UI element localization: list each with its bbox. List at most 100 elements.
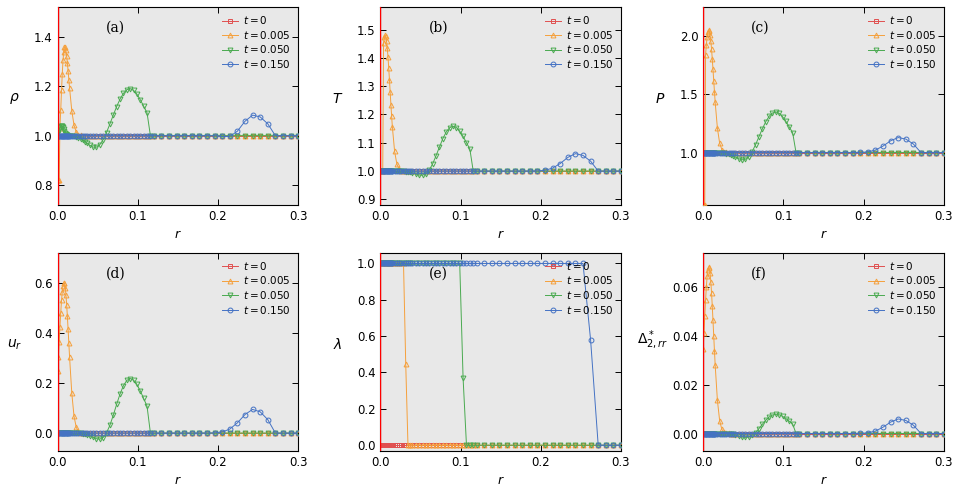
Line: $t=0$: $t=0$ — [55, 133, 300, 138]
$t=0.050$ — [447, 124, 459, 129]
$t=0.005$ — [787, 431, 799, 437]
$t=0.005$ — [753, 150, 764, 156]
$t=0.050$ — [787, 421, 799, 427]
$t=0.150$ — [780, 150, 792, 156]
$t=0.050$ — [87, 434, 99, 440]
$t=0.150$ — [763, 431, 775, 437]
$t=0.005$ — [108, 133, 119, 139]
$t=0.050$ — [938, 431, 949, 437]
$t=0.150$ — [615, 442, 627, 448]
$t=0$ — [52, 430, 63, 436]
$t=0.050$ — [790, 150, 802, 156]
$t=0.150$ — [615, 168, 627, 174]
$t=0.150$ — [780, 431, 792, 437]
$t=0.050$ — [767, 110, 779, 116]
$t=0.005$ — [736, 150, 748, 156]
$t=0$ — [441, 168, 452, 174]
Line: $t=0.050$: $t=0.050$ — [55, 86, 300, 150]
$t=0$ — [697, 150, 708, 156]
$t=0$ — [938, 150, 949, 156]
$t=0.005$ — [787, 150, 799, 156]
$t=0$ — [457, 442, 468, 448]
Line: $t=0.150$: $t=0.150$ — [378, 261, 623, 448]
$t=0.150$ — [704, 150, 715, 156]
$t=0.050$ — [444, 125, 455, 131]
$t=0$ — [783, 150, 795, 156]
Text: (e): (e) — [428, 266, 447, 281]
$t=0.050$ — [293, 430, 304, 436]
$t=0$ — [410, 168, 421, 174]
$t=0$ — [704, 431, 715, 437]
Line: $t=0.150$: $t=0.150$ — [701, 135, 947, 155]
$t=0.150$ — [457, 260, 468, 266]
$t=0$ — [52, 133, 63, 139]
$t=0.005$ — [461, 168, 472, 174]
$t=0.005$ — [58, 49, 69, 55]
$t=0.050$ — [770, 109, 781, 115]
Line: $t=0.050$: $t=0.050$ — [378, 124, 623, 178]
$t=0.050$ — [441, 260, 452, 266]
$t=0$ — [427, 442, 439, 448]
$t=0.150$ — [938, 150, 949, 156]
$t=0.050$ — [410, 260, 421, 266]
$t=0.150$ — [247, 407, 258, 412]
$t=0$ — [427, 168, 439, 174]
Legend: $t=0$, $t=0.005$, $t=0.050$, $t=0.150$: $t=0$, $t=0.005$, $t=0.050$, $t=0.150$ — [220, 12, 293, 72]
$t=0$ — [780, 431, 792, 437]
$t=0.005$ — [80, 430, 91, 436]
$t=0.005$ — [293, 430, 304, 436]
$t=0.050$ — [697, 150, 708, 156]
Line: $t=0.005$: $t=0.005$ — [378, 261, 623, 448]
$t=0.050$ — [464, 442, 475, 448]
$t=0.005$ — [125, 430, 136, 436]
$t=0.050$ — [770, 412, 781, 417]
$t=0$ — [118, 430, 130, 436]
$t=0.050$ — [704, 150, 715, 156]
$t=0.150$ — [52, 430, 63, 436]
$t=0.050$ — [732, 156, 744, 162]
Y-axis label: $P$: $P$ — [655, 92, 665, 106]
Line: $t=0.050$: $t=0.050$ — [378, 261, 623, 448]
Line: $t=0.005$: $t=0.005$ — [55, 45, 300, 183]
$t=0$ — [374, 442, 386, 448]
$t=0.150$ — [58, 133, 69, 139]
$t=0.150$ — [938, 431, 949, 437]
$t=0.005$ — [60, 44, 71, 50]
$t=0.150$ — [732, 431, 744, 437]
$t=0.005$ — [94, 430, 106, 436]
$t=0$ — [763, 150, 775, 156]
$t=0.005$ — [739, 431, 751, 437]
$t=0.150$ — [915, 431, 926, 437]
$t=0.005$ — [138, 133, 150, 139]
$t=0.005$ — [121, 133, 132, 139]
$t=0$ — [780, 150, 792, 156]
$t=0.150$ — [427, 168, 439, 174]
$t=0.005$ — [145, 430, 156, 436]
X-axis label: $r$: $r$ — [174, 474, 181, 487]
Line: $t=0$: $t=0$ — [701, 431, 947, 436]
$t=0.005$ — [756, 431, 768, 437]
$t=0.150$ — [750, 150, 761, 156]
$t=0.005$ — [464, 168, 475, 174]
Text: (f): (f) — [752, 266, 767, 281]
$t=0.005$ — [90, 133, 102, 139]
$t=0.150$ — [87, 430, 99, 436]
$t=0.005$ — [141, 133, 153, 139]
Text: (d): (d) — [106, 266, 126, 281]
$t=0.050$ — [430, 153, 442, 159]
$t=0$ — [461, 442, 472, 448]
Line: $t=0.050$: $t=0.050$ — [701, 110, 947, 162]
$t=0$ — [615, 442, 627, 448]
$t=0.050$ — [141, 403, 153, 409]
$t=0.150$ — [374, 168, 386, 174]
$t=0.005$ — [790, 431, 802, 437]
Text: (c): (c) — [752, 21, 770, 35]
$t=0.005$ — [464, 442, 475, 448]
$t=0.150$ — [118, 430, 130, 436]
$t=0.050$ — [125, 86, 136, 92]
Line: $t=0.050$: $t=0.050$ — [701, 412, 947, 440]
$t=0$ — [118, 133, 130, 139]
$t=0.050$ — [293, 133, 304, 139]
$t=0.050$ — [427, 260, 439, 266]
$t=0.005$ — [767, 150, 779, 156]
